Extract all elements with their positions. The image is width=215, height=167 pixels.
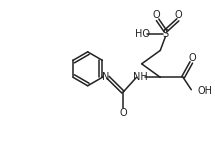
Text: S: S bbox=[162, 29, 169, 39]
Text: N: N bbox=[102, 72, 109, 82]
Text: O: O bbox=[175, 10, 183, 20]
Text: OH: OH bbox=[197, 86, 212, 96]
Text: HO: HO bbox=[135, 29, 150, 39]
Text: O: O bbox=[153, 10, 161, 20]
Text: O: O bbox=[119, 108, 127, 118]
Text: NH: NH bbox=[133, 72, 148, 82]
Text: O: O bbox=[189, 53, 196, 63]
